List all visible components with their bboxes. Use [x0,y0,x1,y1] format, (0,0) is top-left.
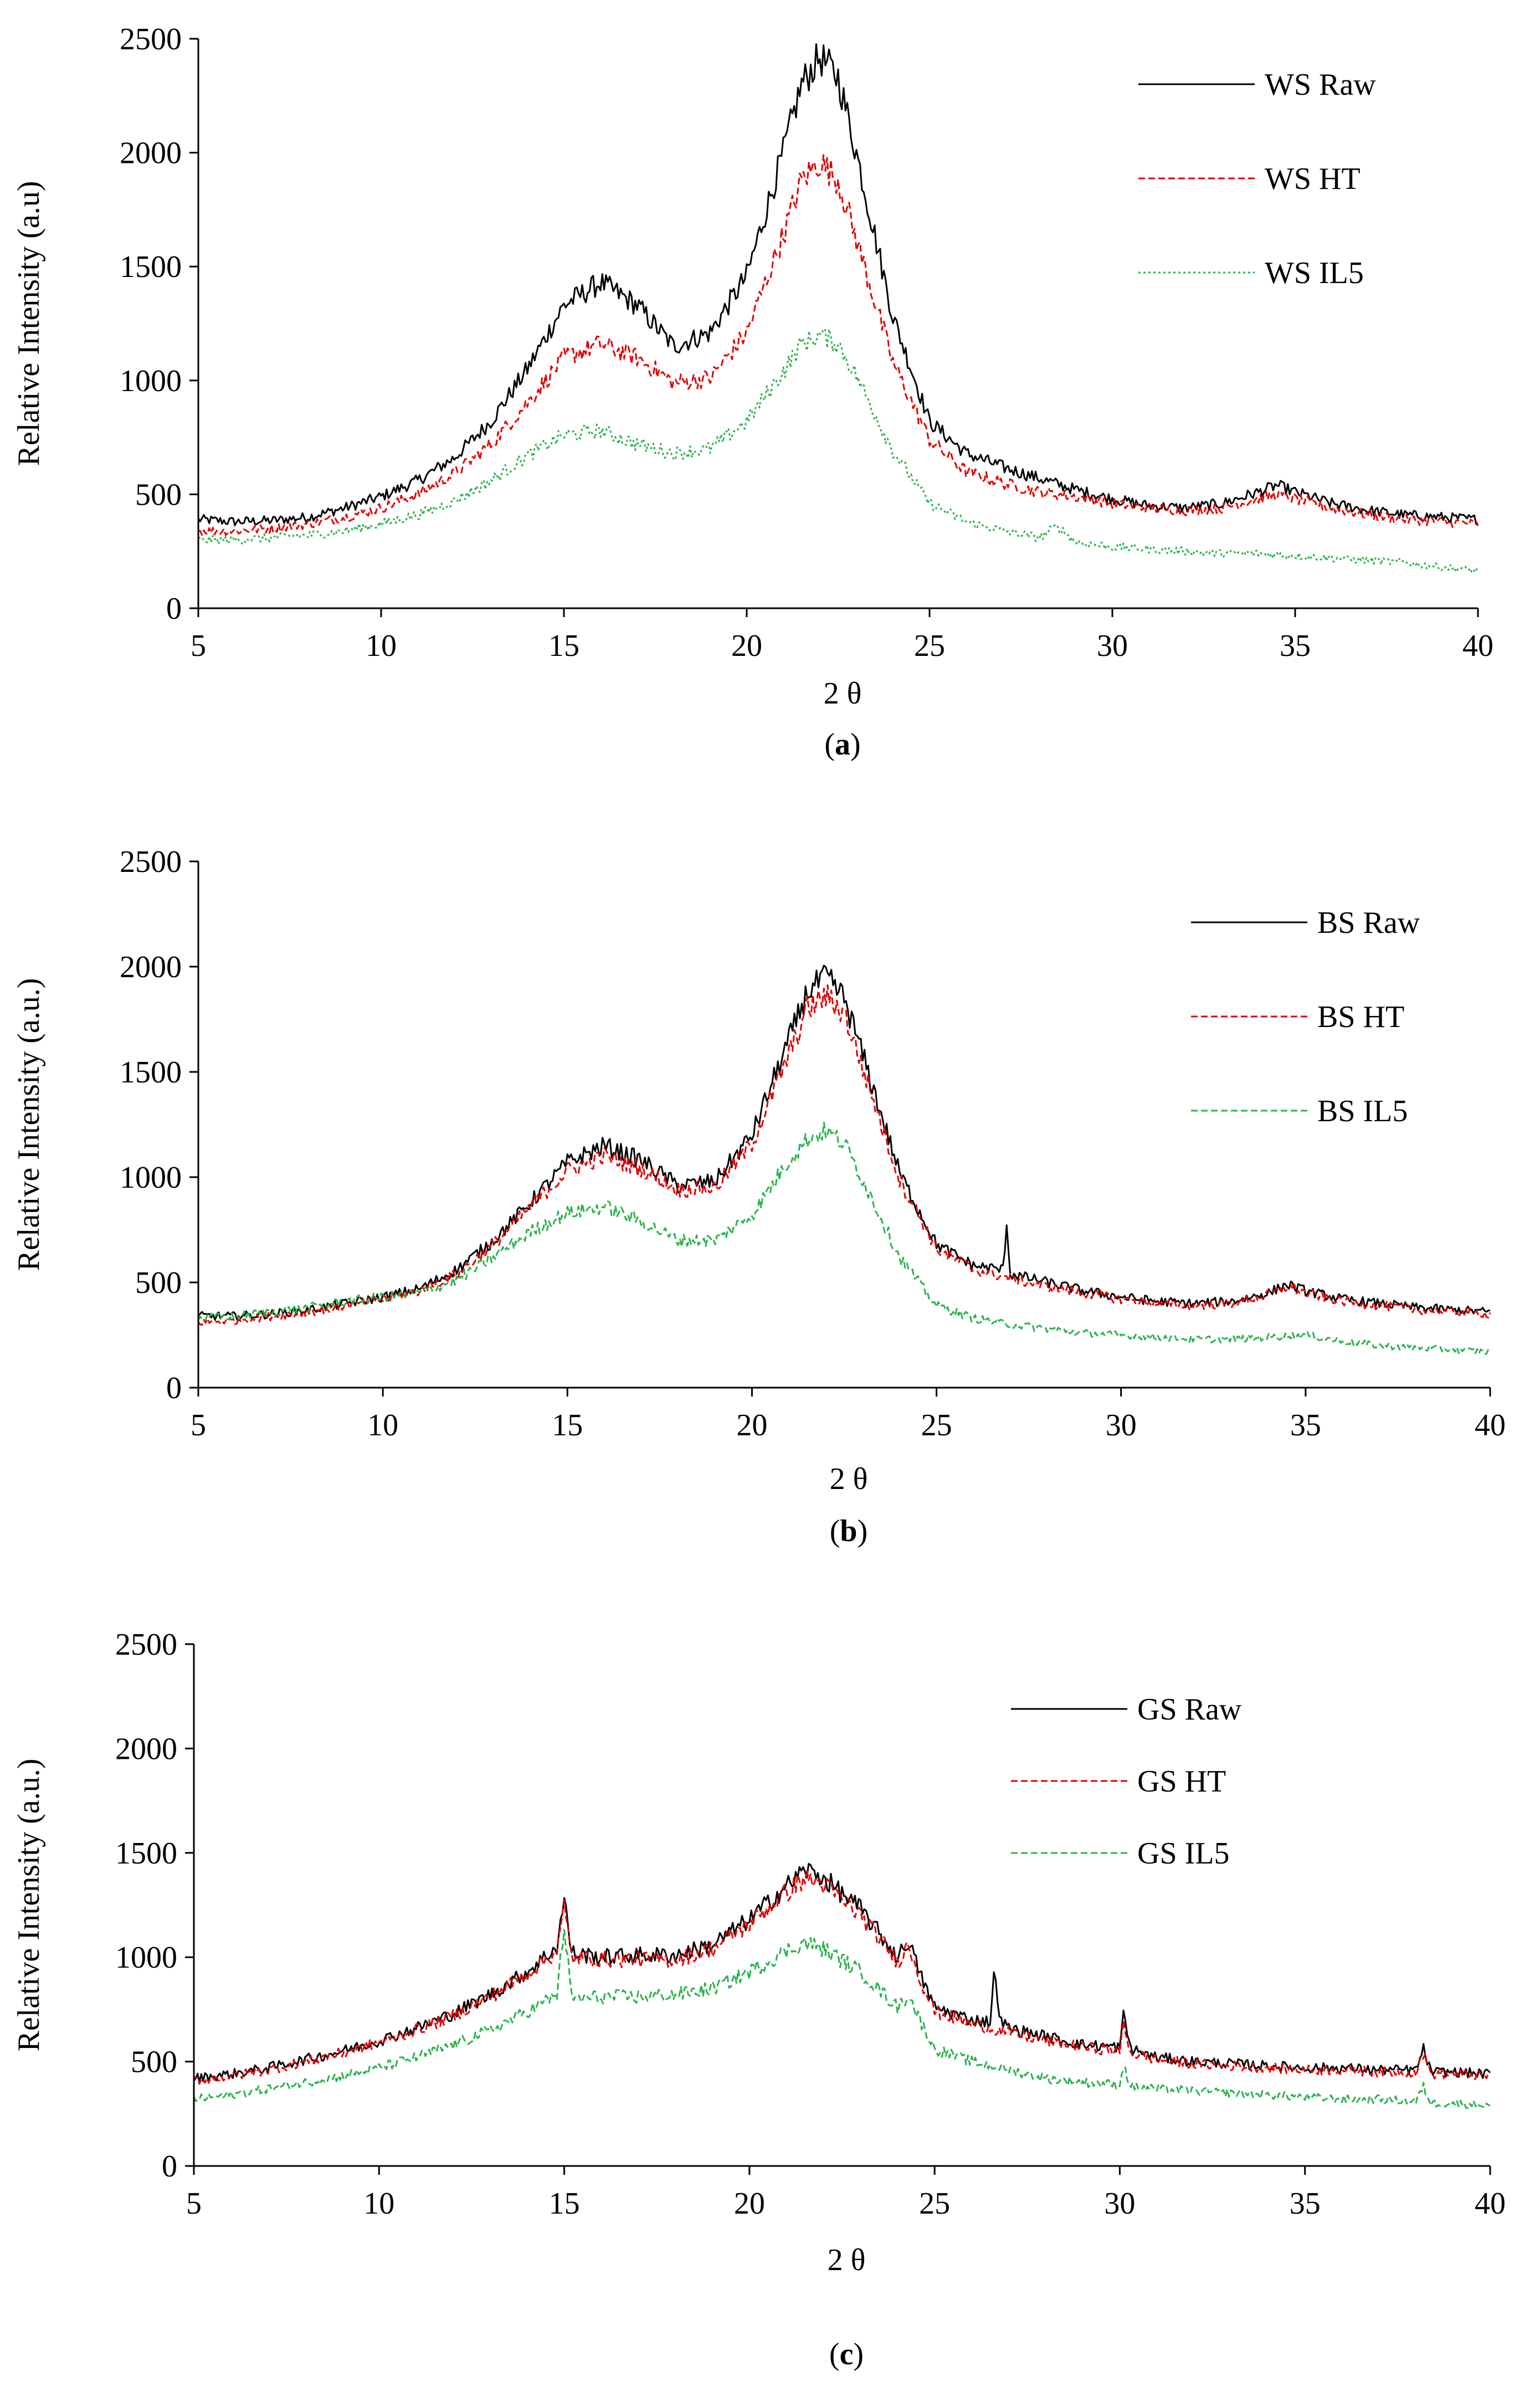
y-axis-title: Relative Intensity (a.u.) [12,978,46,1271]
x-tick-label: 20 [736,1408,767,1442]
y-tick-label: 500 [131,2045,177,2080]
y-tick-label: 0 [166,592,182,626]
x-tick-label: 40 [1462,629,1493,663]
legend-label: BS HT [1317,1000,1404,1034]
legend-label: WS IL5 [1265,256,1364,290]
y-tick-label: 1000 [115,1940,177,1975]
x-tick-label: 35 [1290,2186,1321,2221]
legend-label: BS Raw [1317,906,1420,940]
y-tick-label: 2000 [120,136,182,171]
legend: WS Raw WS HT WS IL5 [1138,68,1376,290]
y-tick-label: 2500 [120,22,182,57]
series-line-gs-ht [193,1868,1491,2085]
series-line-bs-ht [197,984,1491,1326]
y-tick-label: 500 [135,1266,182,1300]
y-tick-label: 2500 [115,1628,177,1662]
y-axis-title: Relative Intensity (a.u.) [12,1759,46,2052]
chart-panel-1: 0 500 1000 1500 2000 2500 5 10 15 20 25 30 35 40 2 θ Re… [12,22,1493,762]
chart-panel-2: 0 500 1000 1500 2000 2500 5 10 15 20 25 30 35 40 2 θ Re… [12,845,1506,1548]
x-tick-label: 25 [921,1408,952,1442]
panel-label: (c) [829,2337,864,2371]
y-tick-label: 1000 [120,364,182,398]
y-tick-label: 1500 [115,1836,177,1871]
x-tick-label: 10 [363,2186,394,2221]
legend: GS Raw GS HT GS IL5 [1011,1692,1242,1871]
series-line-bs-il5 [197,1121,1491,1355]
panel-label: (a) [824,727,860,762]
series-line-ws-ht [198,154,1479,536]
x-tick-label: 25 [914,629,945,663]
x-tick-label: 15 [549,2186,580,2221]
x-tick-label: 35 [1290,1408,1321,1442]
x-tick-label: 15 [548,629,579,663]
x-tick-label: 20 [734,2186,765,2221]
legend-label: GS IL5 [1137,1836,1229,1871]
x-tick-label: 5 [186,2186,202,2221]
x-axis-title: 2 θ [824,676,862,711]
series-line-gs-raw [193,1862,1491,2083]
x-tick-label: 10 [366,629,397,663]
y-tick-label: 1500 [120,1055,182,1090]
legend-label: GS Raw [1137,1692,1242,1727]
x-axis-title: 2 θ [830,1462,868,1496]
x-axis-title: 2 θ [828,2243,866,2277]
series-line-gs-il5 [193,1928,1491,2109]
series-line-bs-raw [197,964,1491,1321]
series-line-ws-raw [197,43,1479,527]
legend-label: GS HT [1137,1764,1226,1799]
legend-label: WS Raw [1265,68,1376,102]
x-tick-label: 30 [1106,1408,1137,1442]
y-tick-label: 2000 [115,1732,177,1766]
x-tick-label: 20 [731,629,762,663]
x-tick-label: 25 [919,2186,950,2221]
x-tick-label: 10 [367,1408,398,1442]
y-tick-label: 1500 [120,250,182,284]
legend-label: WS HT [1265,162,1361,196]
y-axis-title: Relative Intensity (a.u) [12,181,46,466]
y-tick-label: 0 [166,1371,182,1405]
x-tick-label: 40 [1475,1408,1506,1442]
x-tick-label: 30 [1104,2186,1135,2221]
panel-label: (b) [830,1514,867,1548]
legend-label: BS IL5 [1317,1094,1408,1128]
y-tick-label: 2000 [120,950,182,984]
x-tick-label: 15 [552,1408,583,1442]
y-tick-label: 2500 [120,845,182,879]
legend: BS Raw BS HT BS IL5 [1191,906,1420,1128]
y-tick-label: 500 [135,478,182,512]
y-tick-label: 1000 [120,1161,182,1195]
x-tick-label: 30 [1097,629,1128,663]
x-tick-label: 40 [1475,2186,1506,2221]
chart-panel-3: 0 500 1000 1500 2000 2500 5 10 15 20 25 30 35 40 2 θ Re… [12,1628,1506,2371]
series-line-ws-il5 [198,327,1479,574]
x-tick-label: 35 [1280,629,1311,663]
y-tick-label: 0 [162,2149,177,2184]
x-tick-label: 5 [191,1408,206,1442]
x-tick-label: 5 [191,629,206,663]
